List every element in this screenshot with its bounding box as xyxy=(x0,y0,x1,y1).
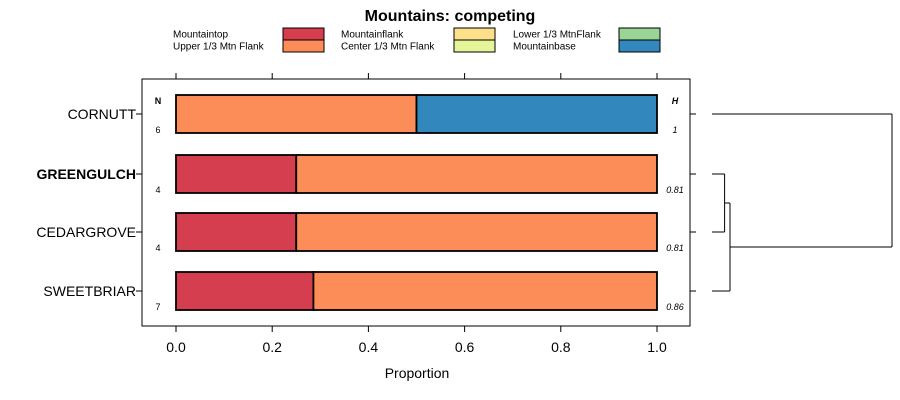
n-value-sweetbriar: 7 xyxy=(155,302,160,312)
n-value-cedargrove: 4 xyxy=(155,243,160,253)
x-tick-label: 1.0 xyxy=(647,339,667,355)
x-tick-label: 0.0 xyxy=(166,339,186,355)
h-header: H xyxy=(672,96,679,106)
chart-title: Mountains: competing xyxy=(365,8,536,25)
legend-label-mountainbase: Mountainbase xyxy=(513,42,576,53)
legend-swatch-mountainbase xyxy=(618,39,661,53)
bar-segment-cedargrove-mountaintop xyxy=(175,212,298,252)
legend-swatch-upper-1-3-mtn-flank xyxy=(282,39,325,53)
legend-label-mountainflank: Mountainflank xyxy=(341,30,404,41)
x-tick-label: 0.6 xyxy=(455,339,475,355)
x-tick-label: 0.8 xyxy=(551,339,571,355)
legend-swatch-mountainflank xyxy=(453,27,496,41)
axis-ticks: 0.0 0.2 0.4 0.6 0.8 1.0 xyxy=(136,73,696,355)
dendrogram xyxy=(712,113,893,292)
legend-label-mountaintop: Mountaintop xyxy=(173,30,228,41)
h-value-cornutt: 1 xyxy=(672,125,677,135)
bar-segment-cornutt-upper-1-3-mtn-flank xyxy=(175,94,418,134)
x-axis-label: Proportion xyxy=(385,365,450,381)
category-label-cornutt: CORNUTT xyxy=(68,106,137,122)
bar-segment-greengulch-mountaintop xyxy=(175,154,298,194)
n-value-greengulch: 4 xyxy=(155,185,160,195)
bar-segment-sweetbriar-mountaintop xyxy=(175,271,315,311)
x-tick-label: 0.2 xyxy=(262,339,282,355)
category-label-sweetbriar: SWEETBRIAR xyxy=(43,283,136,299)
bar-segment-cedargrove-upper-1-3-mtn-flank xyxy=(295,212,658,252)
legend-label-center-1-3-mtn-flank: Center 1/3 Mtn Flank xyxy=(341,42,435,53)
legend-swatch-lower-1-3-mtnflank xyxy=(618,27,661,41)
bars xyxy=(175,94,658,311)
labels: CORNUTT 6 1 GREENGULCH 4 0.81 CEDARGROVE 4 0.81 S… xyxy=(36,106,683,312)
n-header: N xyxy=(155,96,162,106)
bar-segment-greengulch-upper-1-3-mtn-flank xyxy=(295,154,658,194)
legend-swatch-mountaintop xyxy=(282,27,325,41)
bar-segment-cornutt-mountainbase xyxy=(415,94,658,134)
legend-label-upper-1-3-mtn-flank: Upper 1/3 Mtn Flank xyxy=(173,42,265,53)
x-tick-label: 0.4 xyxy=(359,339,379,355)
legend-label-lower-1-3-mtnflank: Lower 1/3 MtnFlank xyxy=(513,30,602,41)
n-value-cornutt: 6 xyxy=(155,125,160,135)
h-value-sweetbriar: 0.86 xyxy=(666,302,684,312)
category-label-greengulch: GREENGULCH xyxy=(36,166,136,182)
plot-frame xyxy=(141,78,691,327)
category-label-cedargrove: CEDARGROVE xyxy=(36,224,136,240)
h-value-cedargrove: 0.81 xyxy=(666,243,684,253)
h-value-greengulch: 0.81 xyxy=(666,185,684,195)
bar-segment-sweetbriar-upper-1-3-mtn-flank xyxy=(312,271,658,311)
legend-swatch-center-1-3-mtn-flank xyxy=(453,39,496,53)
